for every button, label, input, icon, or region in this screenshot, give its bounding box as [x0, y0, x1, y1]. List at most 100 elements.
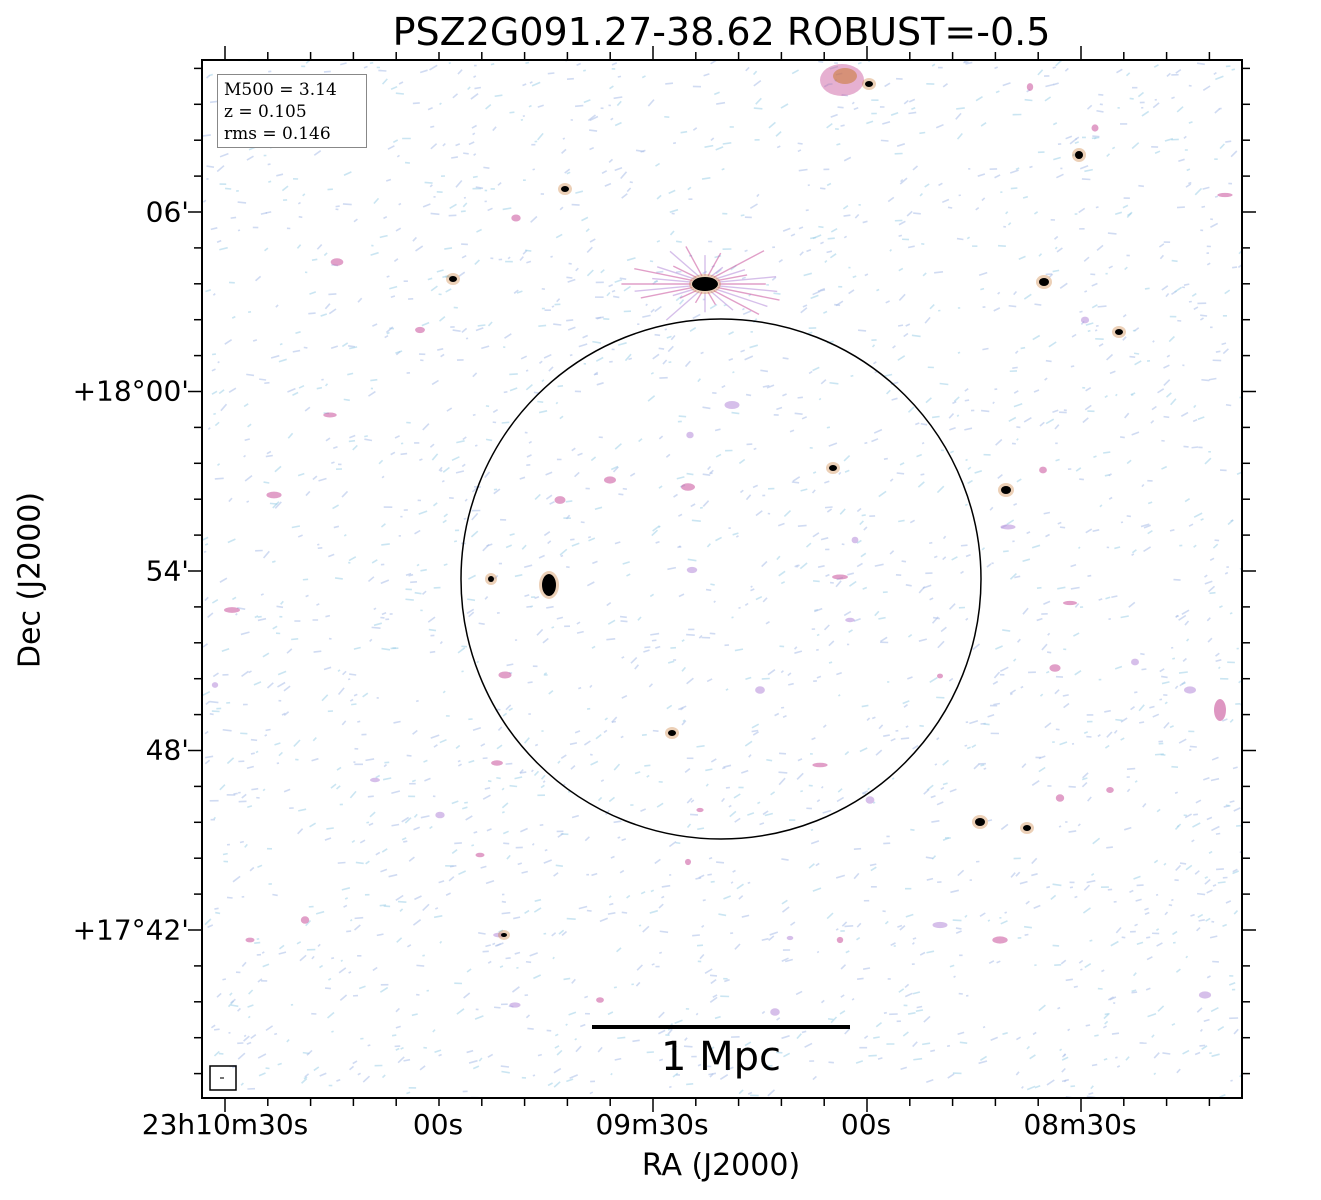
noise-speck: [1204, 876, 1209, 879]
noise-speck: [792, 476, 801, 482]
noise-speck: [1000, 823, 1009, 831]
noise-speck: [571, 978, 576, 984]
noise-speck: [439, 641, 443, 645]
noise-speck: [1016, 438, 1019, 441]
noise-speck: [1171, 898, 1174, 902]
noise-speck: [1215, 659, 1222, 663]
noise-speck: [793, 646, 798, 650]
noise-speck: [1202, 85, 1211, 91]
noise-speck: [222, 852, 228, 856]
noise-speck: [472, 132, 476, 136]
noise-speck: [534, 493, 541, 500]
noise-speck: [1176, 824, 1180, 828]
noise-speck: [913, 1057, 923, 1061]
radio-source: [1039, 278, 1049, 286]
noise-speck: [883, 373, 893, 378]
noise-speck: [474, 1015, 484, 1020]
noise-speck: [458, 870, 467, 876]
noise-speck: [1146, 936, 1151, 939]
noise-speck: [476, 660, 480, 664]
noise-speck: [600, 779, 605, 783]
noise-speck: [1185, 183, 1192, 188]
noise-speck: [1038, 766, 1046, 773]
noise-speck: [354, 924, 361, 931]
noise-speck: [606, 601, 612, 607]
noise-speck: [514, 951, 521, 955]
noise-speck: [1043, 600, 1051, 605]
noise-speck: [982, 347, 989, 351]
noise-speck: [1029, 165, 1033, 169]
noise-speck: [1193, 404, 1197, 409]
noise-speck: [1141, 483, 1145, 488]
noise-speck: [243, 454, 246, 458]
noise-speck: [715, 453, 722, 458]
noise-speck: [796, 772, 804, 780]
noise-speck: [957, 869, 965, 877]
emission-blob: [681, 483, 695, 491]
noise-speck: [1189, 745, 1197, 748]
noise-speck: [1126, 788, 1131, 793]
noise-speck: [732, 869, 736, 873]
noise-speck: [907, 676, 913, 680]
noise-speck: [265, 454, 273, 458]
noise-speck: [313, 650, 322, 653]
noise-speck: [1031, 873, 1038, 877]
noise-speck: [1152, 102, 1160, 109]
noise-speck: [899, 177, 908, 185]
noise-speck: [864, 441, 868, 445]
noise-speck: [606, 291, 611, 297]
noise-speck: [686, 633, 695, 636]
noise-speck: [311, 757, 319, 762]
noise-speck: [484, 787, 491, 790]
noise-speck: [912, 937, 917, 940]
noise-speck: [283, 788, 291, 793]
noise-speck: [219, 152, 229, 158]
noise-speck: [1052, 269, 1060, 273]
noise-speck: [429, 64, 438, 71]
noise-speck: [698, 634, 703, 639]
noise-speck: [566, 171, 571, 175]
noise-speck: [655, 540, 660, 544]
emission-blob: [604, 476, 616, 484]
noise-speck: [844, 1028, 851, 1035]
noise-speck: [1219, 605, 1223, 609]
noise-speck: [752, 731, 759, 736]
noise-speck: [1095, 206, 1099, 209]
noise-speck: [251, 787, 259, 791]
noise-speck: [445, 288, 452, 293]
noise-speck: [532, 168, 536, 171]
noise-speck: [964, 744, 968, 747]
noise-speck: [1210, 222, 1219, 228]
noise-speck: [1074, 670, 1082, 676]
noise-speck: [873, 361, 877, 365]
noise-speck: [875, 1021, 882, 1028]
noise-speck: [545, 494, 553, 500]
noise-speck: [559, 548, 568, 556]
noise-speck: [704, 144, 714, 148]
noise-speck: [818, 225, 824, 229]
noise-speck: [1106, 846, 1113, 849]
noise-speck: [874, 610, 880, 617]
noise-speck: [525, 1014, 531, 1019]
noise-speck: [714, 91, 720, 96]
noise-speck: [455, 179, 463, 188]
noise-speck: [323, 70, 331, 73]
noise-speck: [1031, 780, 1040, 787]
noise-speck: [995, 90, 1000, 94]
noise-speck: [656, 239, 661, 243]
noise-speck: [278, 951, 287, 955]
noise-speck: [1122, 204, 1129, 209]
noise-speck: [587, 535, 592, 539]
noise-speck: [714, 1015, 721, 1020]
noise-speck: [885, 300, 890, 304]
noise-speck: [604, 717, 608, 721]
noise-speck: [373, 197, 380, 205]
noise-speck: [868, 1054, 877, 1057]
noise-speck: [1045, 83, 1055, 88]
scale-bar-label: 1 Mpc: [660, 1034, 782, 1080]
noise-speck: [376, 933, 384, 937]
noise-speck: [466, 1049, 474, 1054]
noise-speck: [466, 968, 472, 973]
noise-speck: [265, 1025, 274, 1032]
noise-speck: [381, 1074, 386, 1079]
